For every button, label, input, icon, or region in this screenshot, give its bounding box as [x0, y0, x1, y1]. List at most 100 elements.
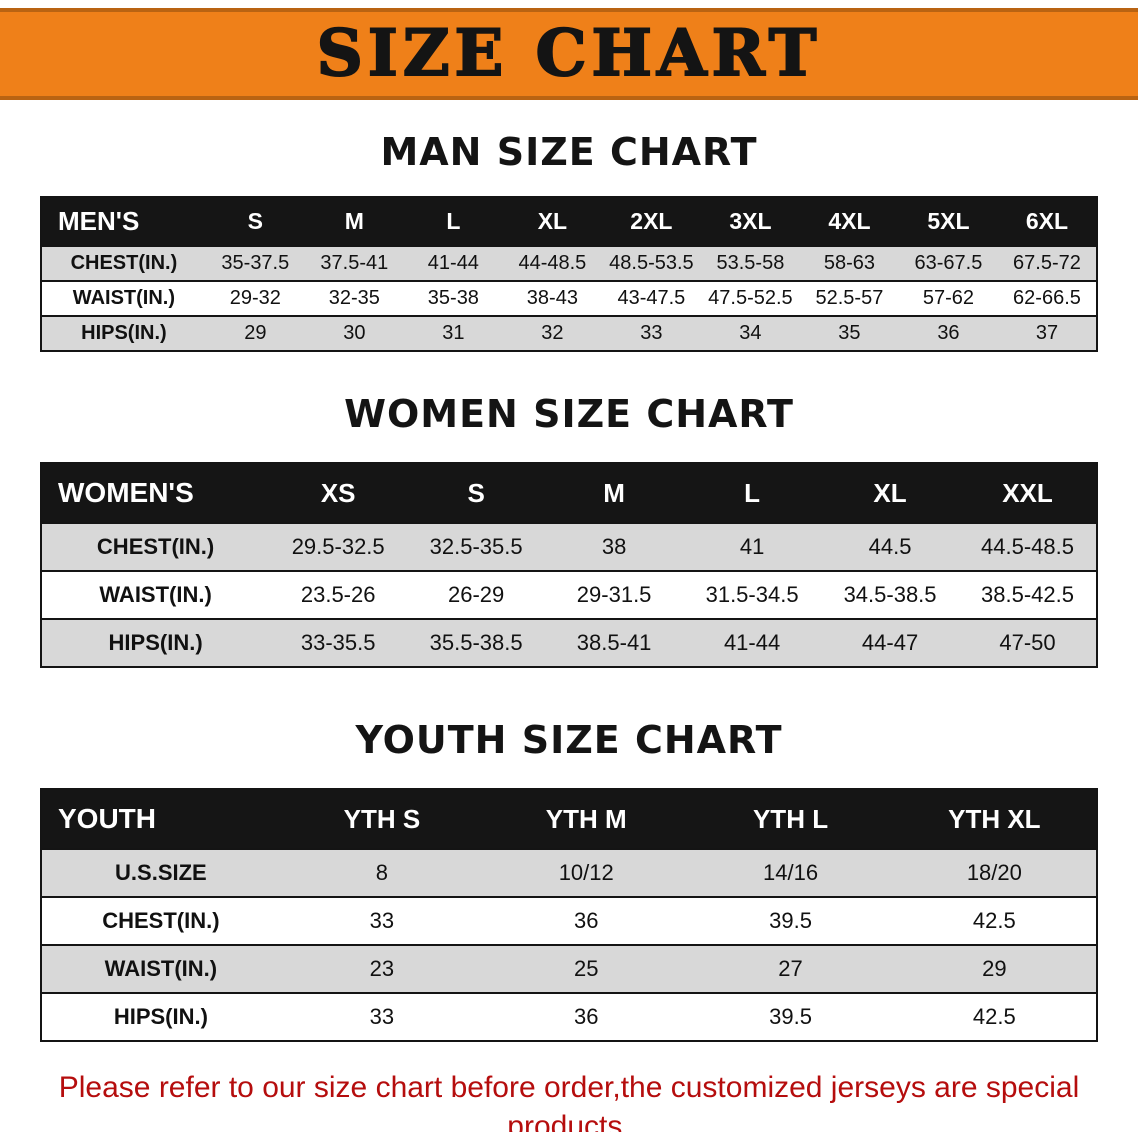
row-label-cell: CHEST(IN.): [41, 896, 280, 946]
size-value-cell: 47-50: [959, 618, 1097, 668]
size-value-cell: 32-35: [304, 280, 404, 317]
size-value-cell: 44.5: [821, 522, 960, 572]
row-label-cell: WAIST(IN.): [41, 280, 206, 317]
size-value-cell: 38.5-41: [545, 618, 684, 668]
row-label-cell: U.S.SIZE: [41, 848, 280, 898]
size-value-cell: 63-67.5: [898, 245, 998, 282]
measurement-row: WAIST(IN.) 23 25 27 29: [41, 944, 1097, 994]
size-value-cell: 42.5: [892, 992, 1097, 1042]
size-value-cell: 27: [688, 944, 893, 994]
disclaimer-note: Please refer to our size chart before or…: [0, 1068, 1138, 1132]
size-value-cell: 62-66.5: [997, 280, 1097, 317]
size-value-cell: 10/12: [484, 848, 689, 898]
size-value-cell: 41: [683, 522, 822, 572]
size-column-header: 2XL: [601, 196, 701, 247]
table-title-cell: WOMEN'S: [41, 462, 270, 524]
men-size-table: MEN'S S M L XL 2XL 3XL 4XL 5XL 6XL CHEST(IN.) 35-37…: [40, 196, 1098, 352]
size-value-cell: 53.5-58: [700, 245, 800, 282]
size-value-cell: 48.5-53.5: [601, 245, 701, 282]
size-value-cell: 29: [892, 944, 1097, 994]
size-column-header: YTH L: [688, 788, 893, 850]
size-value-cell: 36: [484, 992, 689, 1042]
measurement-row: CHEST(IN.) 29.5-32.5 32.5-35.5 38 41 44.5 44.5…: [41, 522, 1097, 572]
table-title-cell: MEN'S: [41, 196, 206, 247]
size-column-header: L: [403, 196, 503, 247]
row-label-cell: HIPS(IN.): [41, 992, 280, 1042]
size-column-header: 4XL: [799, 196, 899, 247]
table-header-row: YOUTH YTH S YTH M YTH L YTH XL: [41, 788, 1097, 850]
size-value-cell: 29-32: [205, 280, 305, 317]
size-value-cell: 44.5-48.5: [959, 522, 1097, 572]
size-value-cell: 39.5: [688, 896, 893, 946]
youth-size-section: YOUTH SIZE CHART YOUTH YTH S YTH M YTH L YTH…: [0, 718, 1138, 1042]
table-header-row: WOMEN'S XS S M L XL XXL: [41, 462, 1097, 524]
row-label-cell: HIPS(IN.): [41, 315, 206, 352]
size-value-cell: 34: [700, 315, 800, 352]
size-value-cell: 44-48.5: [502, 245, 602, 282]
size-value-cell: 33: [279, 896, 485, 946]
men-size-section: MAN SIZE CHART MEN'S S M L XL 2XL 3XL 4XL 5XL 6XL…: [0, 130, 1138, 352]
youth-size-table: YOUTH YTH S YTH M YTH L YTH XL U.S.SIZE 8 10/12…: [40, 788, 1098, 1042]
size-column-header: S: [407, 462, 546, 524]
measurement-row: CHEST(IN.) 33 36 39.5 42.5: [41, 896, 1097, 946]
size-value-cell: 33: [601, 315, 701, 352]
size-value-cell: 52.5-57: [799, 280, 899, 317]
men-section-heading: MAN SIZE CHART: [380, 130, 758, 174]
size-column-header: 3XL: [700, 196, 800, 247]
measurement-row: WAIST(IN.) 29-32 32-35 35-38 38-43 43-47.5 47.…: [41, 280, 1097, 317]
size-column-header: M: [304, 196, 404, 247]
size-column-header: YTH S: [279, 788, 485, 850]
size-column-header: XL: [502, 196, 602, 247]
size-column-header: 6XL: [997, 196, 1097, 247]
size-column-header: M: [545, 462, 684, 524]
size-value-cell: 37: [997, 315, 1097, 352]
row-label-cell: WAIST(IN.): [41, 570, 270, 620]
size-column-header: 5XL: [898, 196, 998, 247]
row-label-cell: WAIST(IN.): [41, 944, 280, 994]
size-value-cell: 29: [205, 315, 305, 352]
size-value-cell: 33: [279, 992, 485, 1042]
size-value-cell: 35-38: [403, 280, 503, 317]
size-value-cell: 31: [403, 315, 503, 352]
measurement-row: HIPS(IN.) 33 36 39.5 42.5: [41, 992, 1097, 1042]
measurement-row: CHEST(IN.) 35-37.5 37.5-41 41-44 44-48.5 48.5…: [41, 245, 1097, 282]
size-value-cell: 25: [484, 944, 689, 994]
orange-banner: SIZE CHART: [0, 8, 1138, 100]
page-title: SIZE CHART: [316, 16, 822, 91]
size-value-cell: 29-31.5: [545, 570, 684, 620]
measurement-row: WAIST(IN.) 23.5-26 26-29 29-31.5 31.5-34.5 34…: [41, 570, 1097, 620]
size-value-cell: 36: [484, 896, 689, 946]
size-value-cell: 41-44: [403, 245, 503, 282]
size-value-cell: 41-44: [683, 618, 822, 668]
size-column-header: XL: [821, 462, 960, 524]
size-value-cell: 29.5-32.5: [269, 522, 408, 572]
disclaimer-line-1: Please refer to our size chart before or…: [58, 1071, 1080, 1132]
measurement-row: U.S.SIZE 8 10/12 14/16 18/20: [41, 848, 1097, 898]
size-value-cell: 8: [279, 848, 485, 898]
size-value-cell: 32.5-35.5: [407, 522, 546, 572]
size-value-cell: 35-37.5: [205, 245, 305, 282]
size-value-cell: 31.5-34.5: [683, 570, 822, 620]
size-value-cell: 34.5-38.5: [821, 570, 960, 620]
table-title-cell: YOUTH: [41, 788, 280, 850]
size-column-header: YTH XL: [892, 788, 1097, 850]
size-value-cell: 44-47: [821, 618, 960, 668]
size-value-cell: 26-29: [407, 570, 546, 620]
size-value-cell: 23: [279, 944, 485, 994]
size-value-cell: 33-35.5: [269, 618, 408, 668]
size-column-header: L: [683, 462, 822, 524]
size-column-header: YTH M: [484, 788, 689, 850]
table-header-row: MEN'S S M L XL 2XL 3XL 4XL 5XL 6XL: [41, 196, 1097, 247]
size-value-cell: 42.5: [892, 896, 1097, 946]
size-value-cell: 30: [304, 315, 404, 352]
size-value-cell: 38.5-42.5: [959, 570, 1097, 620]
size-column-header: XS: [269, 462, 408, 524]
size-value-cell: 36: [898, 315, 998, 352]
size-chart-page: SIZE CHART MAN SIZE CHART MEN'S S M L XL 2XL 3…: [0, 8, 1138, 1132]
row-label-cell: HIPS(IN.): [41, 618, 270, 668]
size-value-cell: 38: [545, 522, 684, 572]
measurement-row: HIPS(IN.) 29 30 31 32 33 34 35 36 37: [41, 315, 1097, 352]
size-value-cell: 35.5-38.5: [407, 618, 546, 668]
size-value-cell: 37.5-41: [304, 245, 404, 282]
youth-section-heading: YOUTH SIZE CHART: [355, 718, 783, 762]
